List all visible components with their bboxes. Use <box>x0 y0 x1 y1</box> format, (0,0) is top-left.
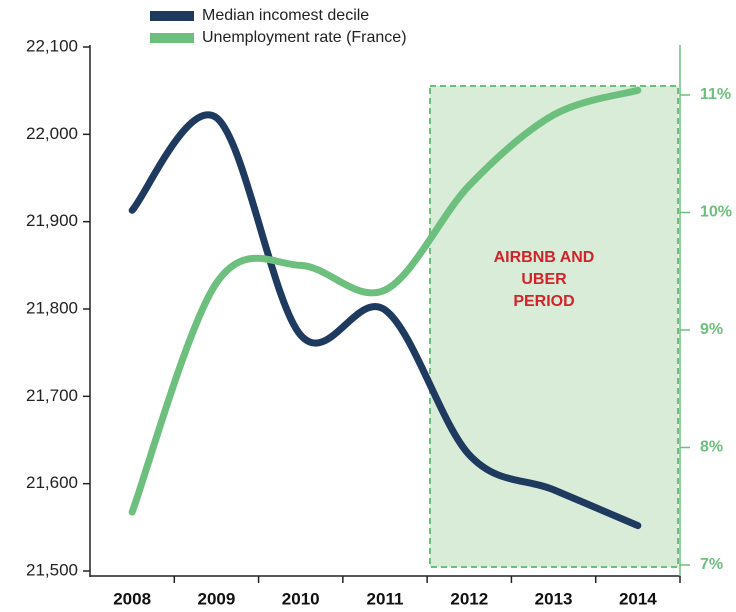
annotation: PERIOD <box>513 293 574 310</box>
line-series <box>128 111 642 530</box>
x-tick-label: 2014 <box>619 589 657 608</box>
y2-tick-label: 9% <box>700 321 723 338</box>
y-tick-label: 21,900 <box>26 211 78 230</box>
x-tick-label: 2012 <box>450 589 488 608</box>
legend-label: Median incomest decile <box>202 7 369 24</box>
y2-tick-label: 8% <box>700 439 723 456</box>
x-tick-label: 2011 <box>367 589 404 608</box>
y-tick-label: 22,000 <box>26 124 78 143</box>
y-tick-label: 21,500 <box>26 560 78 579</box>
legend-label: Unemployment rate (France) <box>202 29 407 46</box>
x-tick-label: 2010 <box>282 589 320 608</box>
y-tick-label: 22,100 <box>26 36 78 55</box>
y-tick-label: 21,700 <box>26 386 78 405</box>
highlight-region <box>429 85 679 568</box>
legend-swatch <box>150 11 194 21</box>
annotation: UBER <box>521 271 567 288</box>
y2-tick-label: 7% <box>700 556 723 573</box>
legend-swatch <box>150 33 194 43</box>
annotation: AIRBNB AND <box>494 249 595 266</box>
x-tick-label: 2008 <box>113 589 151 608</box>
x-tick-label: 2009 <box>198 589 236 608</box>
x-tick-label: 2013 <box>535 589 573 608</box>
y2-tick-label: 10% <box>700 204 732 221</box>
y-tick-label: 21,600 <box>26 473 78 492</box>
y2-tick-label: 11% <box>700 86 731 103</box>
line-series <box>128 86 642 516</box>
y-tick-label: 21,800 <box>26 298 78 317</box>
